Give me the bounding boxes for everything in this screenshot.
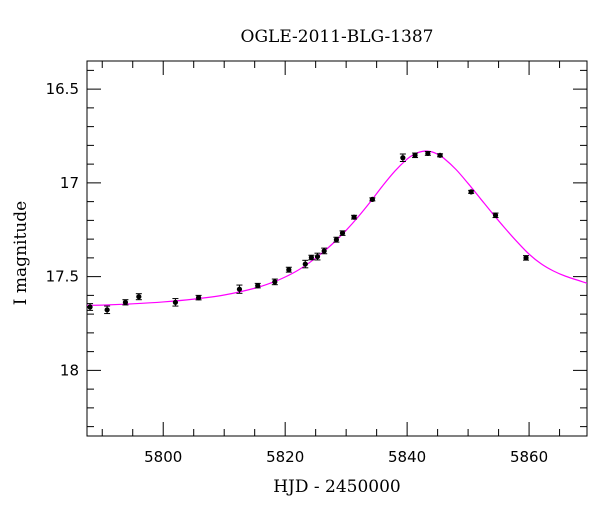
y-tick-label: 18: [60, 361, 79, 379]
x-tick-label: 5860: [510, 448, 548, 466]
data-point: [172, 299, 179, 305]
axis-ticks: [87, 61, 587, 436]
data-point: [314, 253, 321, 260]
axis-tick-labels: 5800 5820 5840 5860 16.5 17 17.5 18: [46, 80, 549, 466]
y-axis-label: I magnitude: [11, 201, 31, 305]
data-point: [255, 283, 261, 289]
data-point: [87, 304, 93, 310]
x-tick-label: 5820: [266, 448, 304, 466]
data-point: [468, 189, 474, 195]
data-point: [286, 267, 292, 273]
data-point: [400, 155, 406, 161]
x-tick-label: 5800: [144, 448, 182, 466]
plot-frame: [86, 60, 588, 437]
data-point: [523, 255, 529, 261]
data-point: [437, 152, 443, 158]
x-axis-label: HJD - 2450000: [273, 477, 401, 497]
data-point: [333, 237, 339, 243]
data-point: [425, 150, 431, 157]
data-point: [492, 212, 499, 218]
data-point: [104, 307, 110, 313]
data-point: [351, 214, 357, 220]
data-point: [122, 299, 129, 305]
data-point: [195, 295, 202, 301]
model-curve: [86, 150, 588, 306]
y-tick-label: 16.5: [46, 80, 79, 98]
data-points: [87, 150, 530, 315]
data-point: [369, 196, 375, 202]
y-tick-label: 17: [60, 174, 79, 192]
data-point: [412, 152, 418, 158]
data-point: [136, 294, 142, 300]
data-point: [272, 279, 278, 285]
y-tick-label: 17.5: [46, 268, 79, 286]
chart-title: OGLE-2011-BLG-1387: [241, 27, 434, 47]
data-point: [302, 261, 308, 267]
data-point: [321, 248, 327, 254]
data-point: [308, 254, 314, 261]
data-point: [236, 286, 243, 292]
x-tick-label: 5840: [388, 448, 426, 466]
data-point: [339, 230, 346, 236]
